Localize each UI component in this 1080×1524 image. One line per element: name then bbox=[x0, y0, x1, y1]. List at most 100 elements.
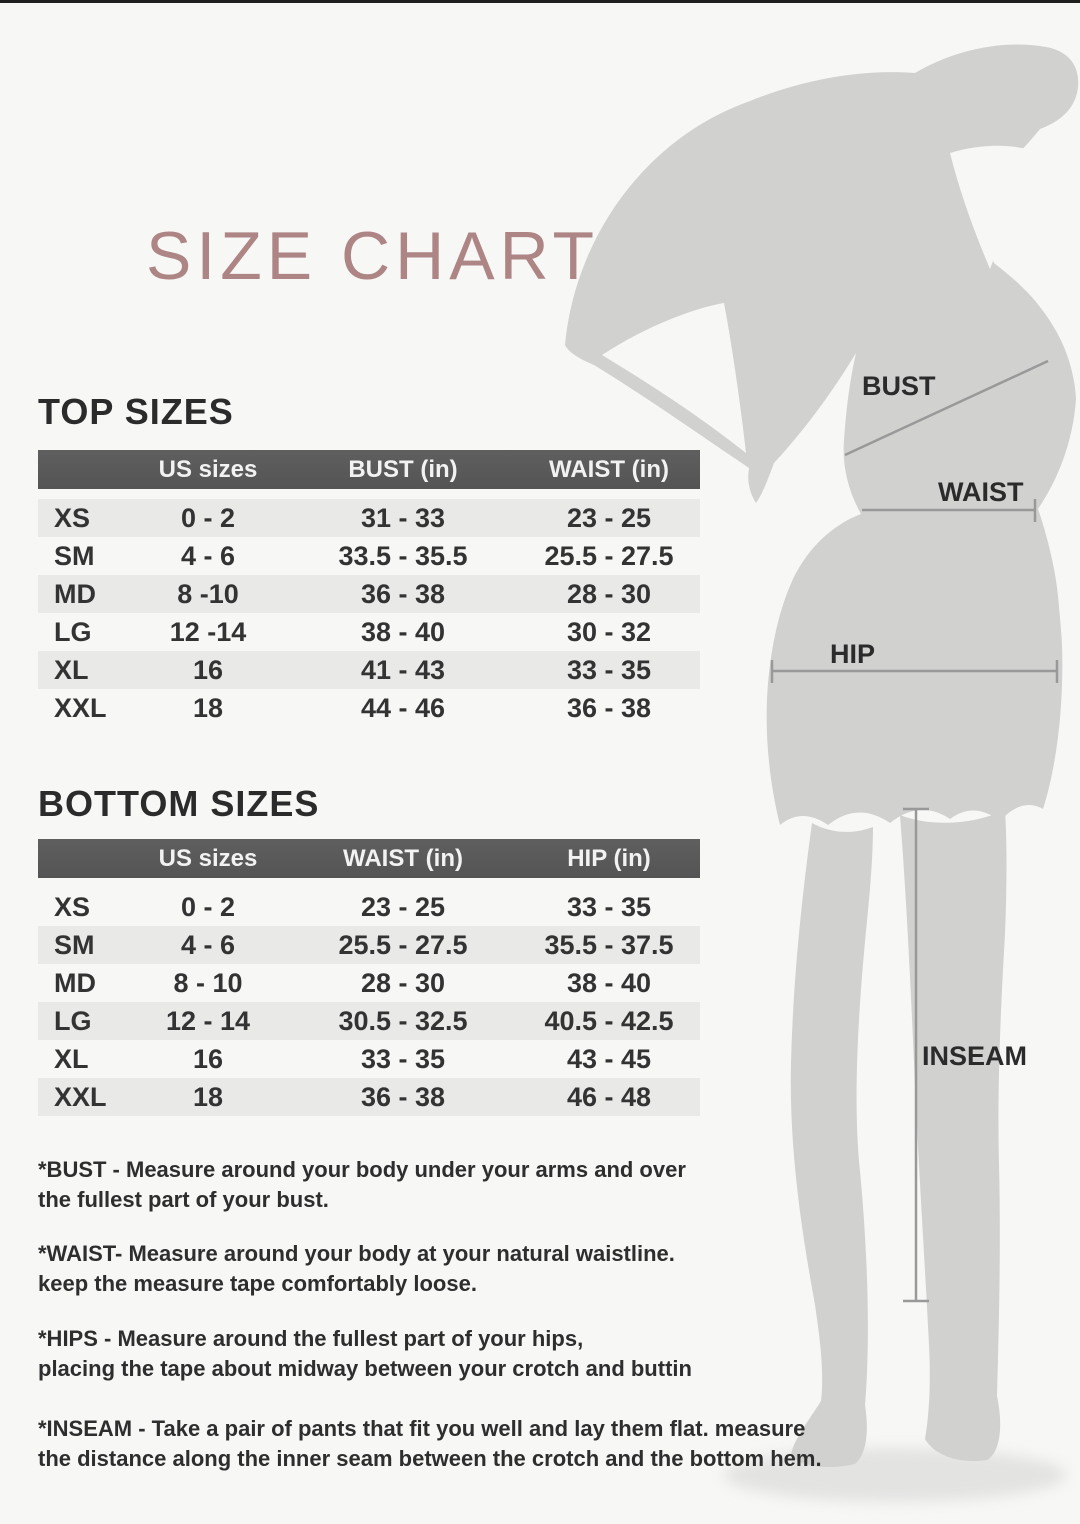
value-cell: 30.5 - 32.5 bbox=[338, 1005, 468, 1036]
value-cell: 33 - 35 bbox=[566, 891, 652, 922]
value-cell: 23 - 25 bbox=[566, 502, 652, 533]
measurement-lines bbox=[770, 359, 1059, 1303]
value-cell: 46 - 48 bbox=[566, 1081, 652, 1112]
size-cell: MD bbox=[54, 578, 96, 609]
value-cell: 36 - 38 bbox=[360, 1081, 446, 1112]
size-cell: SM bbox=[54, 540, 95, 571]
size-cell: XS bbox=[54, 502, 91, 533]
waist-label: WAIST bbox=[938, 477, 1024, 507]
head-arm-gap bbox=[950, 145, 1030, 269]
value-cell: 4 - 6 bbox=[180, 540, 236, 571]
value-cell: 38 - 40 bbox=[566, 967, 652, 998]
value-cell: 16 bbox=[192, 1043, 224, 1074]
underarm-gap bbox=[602, 303, 746, 453]
value-cell: 38 - 40 bbox=[360, 616, 446, 647]
value-cell: 18 bbox=[192, 1081, 224, 1112]
size-cell: SM bbox=[54, 929, 95, 960]
bottom-sizes-table-body: XS 0 - 2 23 - 25 33 - 35 SM 4 - 6 25.5 -… bbox=[38, 878, 700, 1116]
column-header bbox=[38, 839, 128, 878]
top-sizes-heading: TOP SIZES bbox=[38, 391, 234, 432]
value-cell: 0 - 2 bbox=[180, 502, 236, 533]
value-cell: 28 - 30 bbox=[360, 967, 446, 998]
column-header bbox=[38, 450, 128, 489]
inseam-label: INSEAM bbox=[922, 1041, 1028, 1071]
table-row: XL 16 41 - 43 33 - 35 bbox=[38, 651, 700, 689]
value-cell: 33.5 - 35.5 bbox=[338, 540, 468, 571]
column-header-us-sizes: US sizes bbox=[158, 455, 258, 483]
table-row: SM 4 - 6 25.5 - 27.5 35.5 - 37.5 bbox=[38, 926, 700, 964]
value-cell: 43 - 45 bbox=[566, 1043, 652, 1074]
size-cell: XXL bbox=[54, 1081, 107, 1112]
column-header-us-sizes: US sizes bbox=[158, 844, 258, 872]
value-cell: 40.5 - 42.5 bbox=[544, 1005, 674, 1036]
inseam-note-line2: the distance along the inner seam betwee… bbox=[38, 1446, 822, 1471]
value-cell: 16 bbox=[192, 654, 224, 685]
top-sizes-table-body: XS 0 - 2 31 - 33 23 - 25 SM 4 - 6 33.5 -… bbox=[38, 489, 700, 727]
size-cell: LG bbox=[54, 1005, 92, 1036]
size-cell: XL bbox=[54, 1043, 89, 1074]
page-title: SIZE CHART bbox=[146, 218, 600, 294]
table-row: SM 4 - 6 33.5 - 35.5 25.5 - 27.5 bbox=[38, 537, 700, 575]
hips-note: *HIPS - Measure around the fullest part … bbox=[38, 1324, 692, 1384]
value-cell: 25.5 - 27.5 bbox=[544, 540, 674, 571]
value-cell: 44 - 46 bbox=[360, 692, 446, 723]
value-cell: 31 - 33 bbox=[360, 502, 446, 533]
table-row: LG 12 - 14 30.5 - 32.5 40.5 - 42.5 bbox=[38, 1002, 700, 1040]
size-cell: MD bbox=[54, 967, 96, 998]
hip-label: HIP bbox=[830, 639, 876, 669]
value-cell: 36 - 38 bbox=[566, 692, 652, 723]
size-cell: LG bbox=[54, 616, 92, 647]
value-cell: 33 - 35 bbox=[360, 1043, 446, 1074]
silhouette-right-leg bbox=[900, 810, 1007, 1462]
silhouette-left-leg bbox=[790, 823, 873, 1467]
value-cell: 28 - 30 bbox=[566, 578, 652, 609]
bust-note: *BUST - Measure around your body under y… bbox=[38, 1155, 686, 1215]
waist-note-line1: *WAIST- Measure around your body at your… bbox=[38, 1241, 675, 1266]
silhouette-skirt bbox=[766, 509, 1063, 825]
bust-note-line1: *BUST - Measure around your body under y… bbox=[38, 1157, 686, 1182]
hips-note-line1: *HIPS - Measure around the fullest part … bbox=[38, 1326, 584, 1351]
column-header-waist: WAIST (in) bbox=[343, 844, 463, 872]
female-silhouette-illustration bbox=[565, 44, 1079, 1502]
inseam-note: *INSEAM - Take a pair of pants that fit … bbox=[38, 1414, 822, 1474]
bust-label: BUST bbox=[862, 371, 936, 401]
table-row: MD 8 -10 36 - 38 28 - 30 bbox=[38, 575, 700, 613]
value-cell: 23 - 25 bbox=[360, 891, 446, 922]
top-sizes-table: US sizes BUST (in) WAIST (in) XS 0 - 2 3… bbox=[38, 450, 700, 727]
table-row: XXL 18 44 - 46 36 - 38 bbox=[38, 689, 700, 727]
bottom-sizes-table: US sizes WAIST (in) HIP (in) XS 0 - 2 23… bbox=[38, 839, 700, 1116]
table-row: XS 0 - 2 23 - 25 33 - 35 bbox=[38, 888, 700, 926]
value-cell: 12 -14 bbox=[169, 616, 247, 647]
table-row: XS 0 - 2 31 - 33 23 - 25 bbox=[38, 499, 700, 537]
column-header-waist: WAIST (in) bbox=[549, 455, 669, 483]
column-header-hip: HIP (in) bbox=[567, 844, 651, 872]
size-cell: XS bbox=[54, 891, 91, 922]
value-cell: 36 - 38 bbox=[360, 578, 446, 609]
value-cell: 41 - 43 bbox=[360, 654, 446, 685]
value-cell: 30 - 32 bbox=[566, 616, 652, 647]
silhouette-torso bbox=[565, 44, 1079, 608]
table-row: MD 8 - 10 28 - 30 38 - 40 bbox=[38, 964, 700, 1002]
value-cell: 35.5 - 37.5 bbox=[544, 929, 674, 960]
value-cell: 4 - 6 bbox=[180, 929, 236, 960]
bottom-sizes-heading: BOTTOM SIZES bbox=[38, 783, 320, 824]
value-cell: 33 - 35 bbox=[566, 654, 652, 685]
size-cell: XL bbox=[54, 654, 89, 685]
table-row: LG 12 -14 38 - 40 30 - 32 bbox=[38, 613, 700, 651]
size-cell: XXL bbox=[54, 692, 107, 723]
hips-note-line2: placing the tape about midway between yo… bbox=[38, 1356, 692, 1381]
value-cell: 12 - 14 bbox=[165, 1005, 251, 1036]
value-cell: 25.5 - 27.5 bbox=[338, 929, 468, 960]
bottom-sizes-table-header: US sizes WAIST (in) HIP (in) bbox=[38, 839, 700, 878]
waist-note: *WAIST- Measure around your body at your… bbox=[38, 1239, 675, 1299]
table-row: XL 16 33 - 35 43 - 45 bbox=[38, 1040, 700, 1078]
bust-line bbox=[844, 359, 1049, 457]
inseam-note-line1: *INSEAM - Take a pair of pants that fit … bbox=[38, 1416, 806, 1441]
waist-note-line2: keep the measure tape comfortably loose. bbox=[38, 1271, 477, 1296]
bust-note-line2: the fullest part of your bust. bbox=[38, 1187, 329, 1212]
value-cell: 18 bbox=[192, 692, 224, 723]
value-cell: 8 -10 bbox=[177, 578, 239, 609]
top-sizes-table-header: US sizes BUST (in) WAIST (in) bbox=[38, 450, 700, 489]
value-cell: 0 - 2 bbox=[180, 891, 236, 922]
